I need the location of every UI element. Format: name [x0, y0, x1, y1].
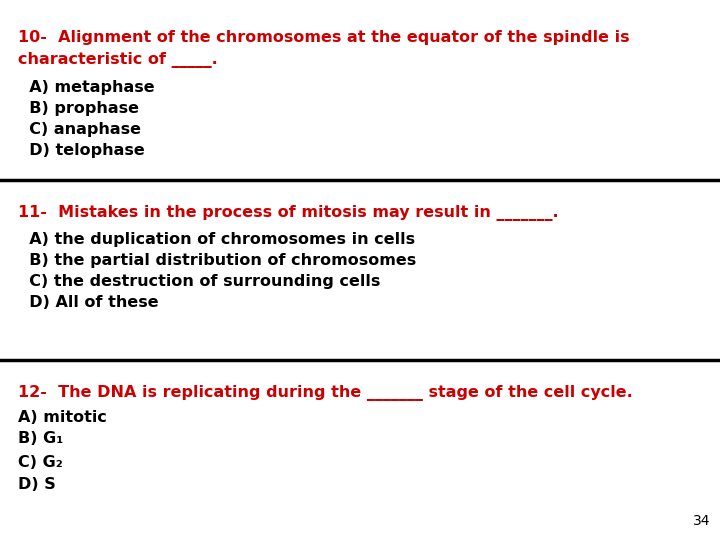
Text: C) G₂: C) G₂	[18, 455, 63, 470]
Text: D) telophase: D) telophase	[18, 143, 145, 158]
Text: B) G₁: B) G₁	[18, 431, 63, 446]
Text: C) the destruction of surrounding cells: C) the destruction of surrounding cells	[18, 274, 380, 289]
Text: A) mitotic: A) mitotic	[18, 410, 107, 425]
Text: B) the partial distribution of chromosomes: B) the partial distribution of chromosom…	[18, 253, 416, 268]
Text: A) the duplication of chromosomes in cells: A) the duplication of chromosomes in cel…	[18, 232, 415, 247]
Text: B) prophase: B) prophase	[18, 101, 139, 116]
Text: A) metaphase: A) metaphase	[18, 80, 155, 95]
Text: 11-  Mistakes in the process of mitosis may result in _______.: 11- Mistakes in the process of mitosis m…	[18, 205, 559, 221]
Text: 34: 34	[693, 514, 710, 528]
Text: characteristic of _____.: characteristic of _____.	[18, 52, 217, 68]
Text: 10-  Alignment of the chromosomes at the equator of the spindle is: 10- Alignment of the chromosomes at the …	[18, 30, 629, 45]
Text: D) All of these: D) All of these	[18, 295, 158, 310]
Text: C) anaphase: C) anaphase	[18, 122, 141, 137]
Text: 12-  The DNA is replicating during the _______ stage of the cell cycle.: 12- The DNA is replicating during the __…	[18, 385, 633, 401]
Text: D) S: D) S	[18, 477, 55, 492]
